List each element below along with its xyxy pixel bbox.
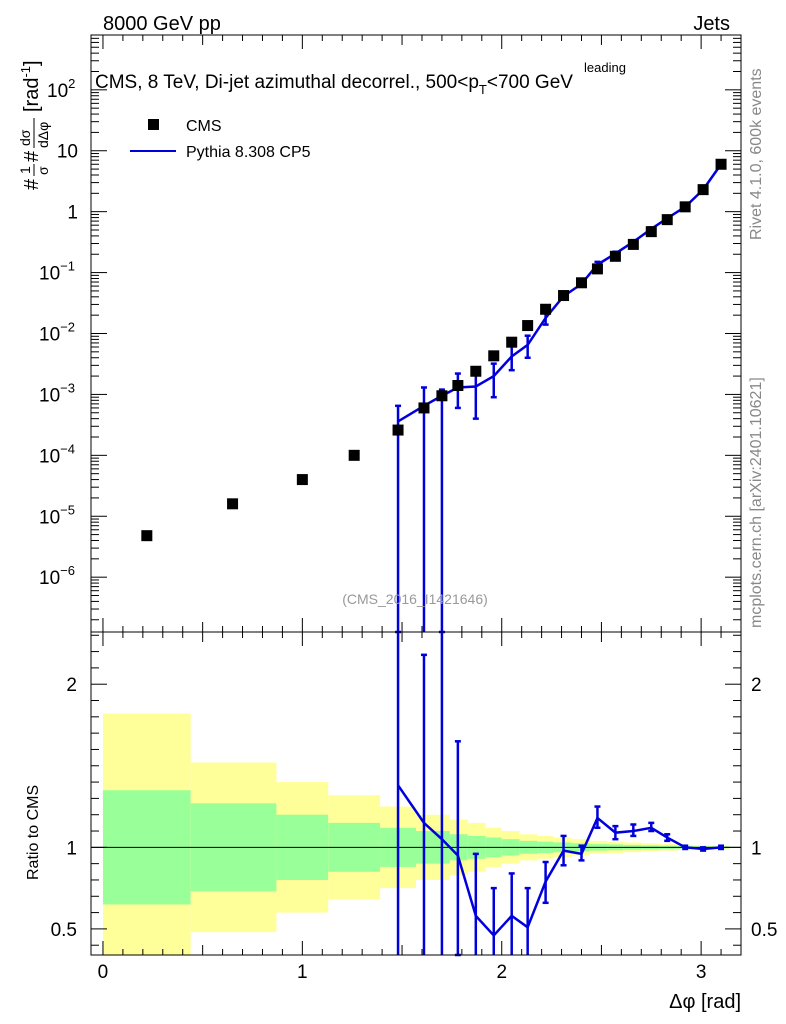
cms-point [392, 424, 404, 436]
cms-point [522, 320, 534, 332]
y-tick-label-upper: 1 [67, 203, 78, 224]
cms-point [452, 380, 464, 392]
y-tick-exp: −5 [60, 502, 75, 517]
svg-text:σ: σ [35, 166, 51, 175]
ylabel-units: [rad [21, 78, 43, 112]
svg-text:[rad-1]: [rad-1] [18, 60, 43, 112]
x-tick-label: 2 [496, 962, 507, 983]
y-tick-base: 10 [39, 507, 60, 528]
y-tick-label-upper: 10−6 [39, 563, 75, 589]
cms-point [470, 365, 482, 377]
svg-text:dΔφ: dΔφ [35, 122, 51, 148]
y-tick-base: 10 [39, 325, 60, 346]
y-tick-label-upper: 10 [57, 142, 78, 163]
y-tick-label-upper: 10−5 [39, 502, 75, 528]
cms-point [697, 184, 709, 196]
ylabel-units-sup: -1 [18, 66, 33, 78]
y-axis-label-upper: # 1 σ # dσ dΔφ [rad-1] [17, 60, 51, 190]
cms-point [591, 263, 603, 275]
lower-frame [90, 631, 742, 956]
x-axis-label: Δφ [rad] [669, 991, 741, 1013]
legend-cms-marker [148, 119, 159, 130]
cms-point [506, 336, 518, 348]
x-tick-label: 1 [297, 962, 308, 983]
legend-pythia-label: Pythia 8.308 CP5 [186, 144, 311, 161]
data-layer [141, 158, 727, 957]
y-tick-label-upper: 10−2 [39, 320, 75, 346]
y-tick-label-upper: 102 [47, 76, 75, 102]
header-left: 8000 GeV pp [103, 13, 221, 35]
chart-title: CMS, 8 TeV, Di-jet azimuthal decorrel., … [95, 72, 573, 97]
y-tick-base: 1 [67, 203, 78, 224]
x-tick-label: 3 [696, 962, 707, 983]
y-axis-label-lower: Ratio to CMS [25, 785, 42, 880]
cms-point [679, 201, 691, 213]
y-tick-label-lower: 2 [66, 675, 77, 696]
y-tick-label-lower-right: 1 [751, 838, 762, 859]
svg-text:dσ: dσ [17, 129, 33, 146]
cms-point [348, 449, 360, 461]
x-tick-label: 0 [98, 962, 109, 983]
cms-point [488, 350, 500, 362]
cms-point [540, 303, 552, 315]
y-tick-exp: 2 [68, 76, 75, 91]
cms-point [645, 226, 657, 238]
y-tick-base: 10 [39, 568, 60, 589]
y-tick-exp: −3 [60, 380, 75, 395]
cms-point [661, 214, 673, 226]
ylabel-units-close: ] [21, 60, 43, 66]
cms-point [558, 290, 570, 302]
svg-text:#: # [21, 150, 43, 162]
title-main: CMS, 8 TeV, Di-jet azimuthal decorrel., … [95, 72, 479, 93]
y-tick-base: 10 [39, 385, 60, 406]
cms-point [436, 390, 448, 402]
y-tick-exp: −4 [60, 441, 75, 456]
y-tick-label-lower: 1 [66, 838, 77, 859]
cms-point [418, 402, 430, 414]
y-tick-base: 10 [39, 264, 60, 285]
mcplots-label: mcplots.cern.ch [arXiv:2401.10621] [748, 377, 765, 628]
y-tick-label-upper: 10−1 [39, 259, 75, 285]
y-tick-base: 10 [47, 81, 68, 102]
y-tick-base: 10 [39, 446, 60, 467]
header-right: Jets [693, 13, 730, 35]
y-tick-label-upper: 10−3 [39, 380, 75, 406]
rivet-label: Rivet 4.1.0, 600k events [748, 68, 765, 240]
y-tick-base: 10 [57, 142, 78, 163]
title-sup: leading [584, 60, 626, 75]
cms-point [141, 530, 153, 542]
title-tail: <700 GeV [487, 72, 573, 93]
y-tick-exp: −1 [60, 259, 75, 274]
cms-point [575, 277, 587, 289]
cms-point [609, 250, 621, 262]
cms-point [715, 158, 727, 170]
y-tick-exp: −6 [60, 563, 75, 578]
pythia-ratio-line [397, 784, 722, 938]
y-tick-label-upper: 10−4 [39, 441, 75, 467]
svg-text:1: 1 [17, 166, 33, 174]
legend: CMS Pythia 8.308 CP5 [130, 118, 311, 161]
title-sub: T [479, 82, 487, 97]
watermark: (CMS_2016_I1421646) [342, 591, 488, 607]
cms-point [627, 238, 639, 250]
y-tick-exp: −2 [60, 320, 75, 335]
cms-point [227, 498, 239, 510]
svg-text:#: # [21, 178, 43, 190]
uncertainty-bands [102, 713, 730, 955]
y-tick-label-lower: 0.5 [51, 920, 77, 941]
y-tick-label-lower-right: 2 [751, 675, 762, 696]
y-tick-label-lower-right: 0.5 [751, 920, 777, 941]
legend-cms-label: CMS [186, 118, 222, 135]
cms-point [296, 474, 308, 486]
